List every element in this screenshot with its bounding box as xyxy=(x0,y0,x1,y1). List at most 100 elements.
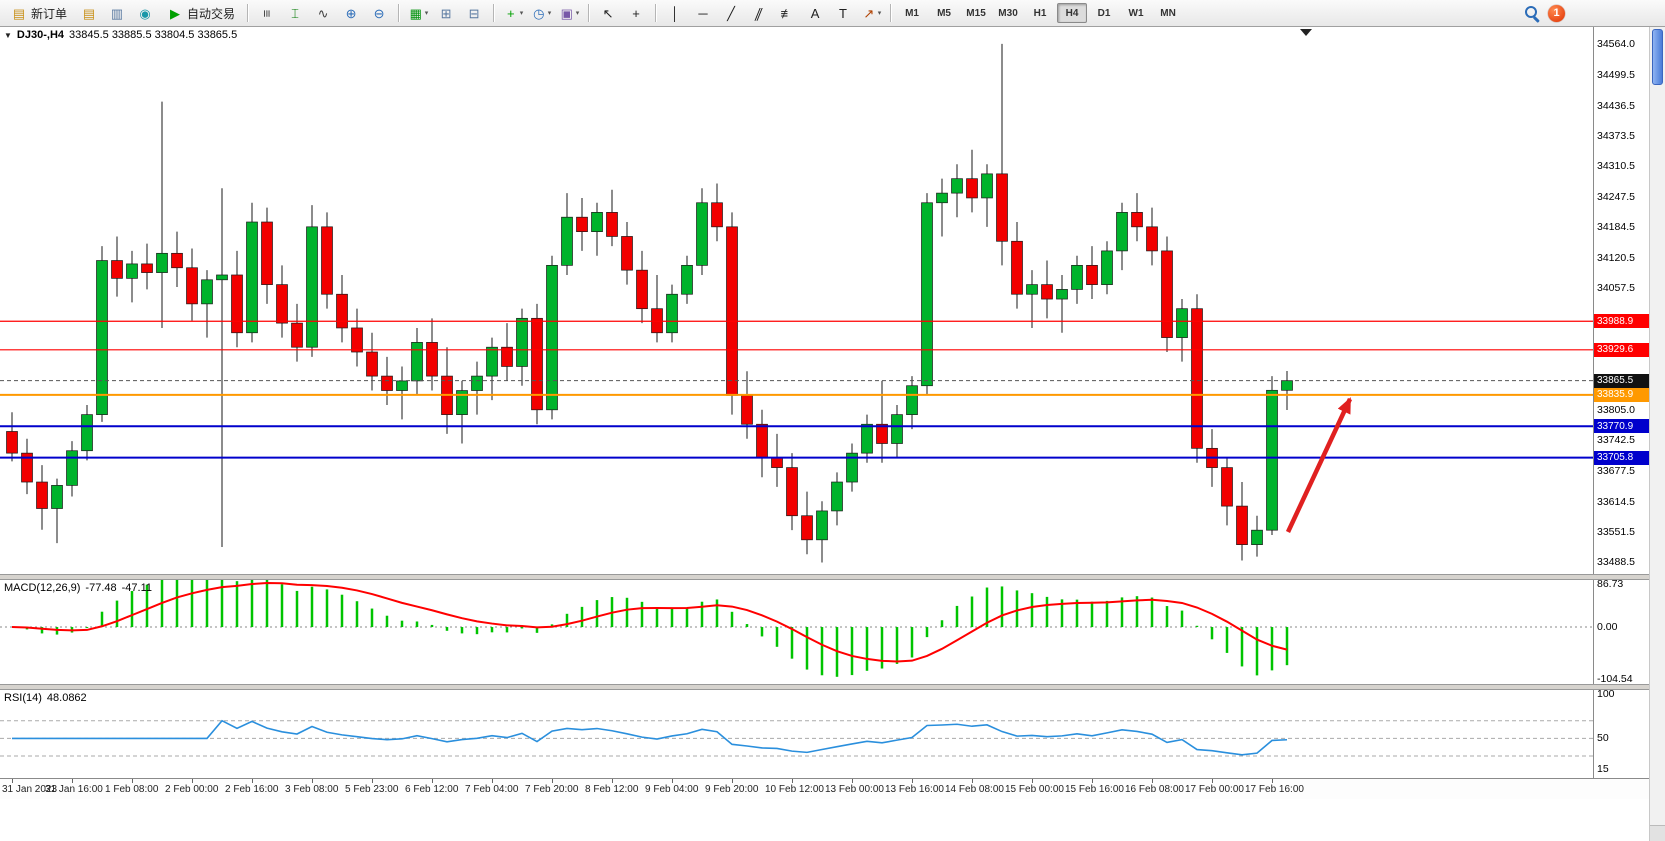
rsi-axis[interactable]: 100 50 15 xyxy=(1593,688,1649,778)
crosshair-button[interactable]: + xyxy=(622,2,650,24)
timeframe-d1-button[interactable]: D1 xyxy=(1097,7,1111,19)
indicators-add-button[interactable]: + ▾ xyxy=(499,2,527,24)
price-tick: 34184.5 xyxy=(1597,221,1635,234)
fibonacci-button[interactable]: ≢ xyxy=(773,2,801,24)
bar-chart-button[interactable]: ≡ xyxy=(253,2,281,24)
toolbar-separator xyxy=(398,4,400,22)
time-tick xyxy=(1152,779,1153,783)
profiles-button[interactable]: ⊞ xyxy=(432,2,460,24)
templates-icon: ▣ xyxy=(560,5,573,21)
price-tick: 34373.5 xyxy=(1597,130,1635,143)
time-axis[interactable]: 31 Jan 2023 31 Jan 16:00 1 Feb 08:00 2 Feb … xyxy=(0,778,1649,799)
line-chart-button[interactable]: ∿ xyxy=(309,2,337,24)
time-tick xyxy=(1272,779,1273,783)
timeframe-m1-button[interactable]: M1 xyxy=(905,7,919,19)
candlestick-chart-icon: ⌶ xyxy=(291,5,299,21)
time-label: 13 Feb 00:00 xyxy=(825,784,884,795)
time-label: 13 Feb 16:00 xyxy=(885,784,944,795)
time-tick xyxy=(12,779,13,783)
time-tick xyxy=(1032,779,1033,783)
timeframe-mn-button[interactable]: MN xyxy=(1160,7,1176,19)
time-label: 5 Feb 23:00 xyxy=(345,784,399,795)
time-label: 3 Feb 08:00 xyxy=(285,784,339,795)
rsi-pane: RSI(14) 48.0862 100 50 15 xyxy=(0,688,1649,778)
vertical-scrollbar[interactable] xyxy=(1649,27,1665,841)
text-label-button[interactable]: T xyxy=(829,2,857,24)
search-icon[interactable] xyxy=(1523,4,1541,23)
time-label: 17 Feb 16:00 xyxy=(1245,784,1304,795)
macd-axis[interactable]: 86.73 0.00 -104.54 xyxy=(1593,578,1649,685)
time-label: 17 Feb 00:00 xyxy=(1185,784,1244,795)
pane-splitter[interactable] xyxy=(0,574,1649,580)
tile-windows-button[interactable]: ⊟ xyxy=(460,2,488,24)
price-tick: 34057.5 xyxy=(1597,282,1635,295)
trendline-button[interactable]: ╱ xyxy=(717,2,745,24)
bar-chart-icon: ≡ xyxy=(259,9,275,17)
data-window-button[interactable]: ▥ xyxy=(103,2,131,24)
time-tick xyxy=(732,779,733,783)
time-label: 16 Feb 08:00 xyxy=(1125,784,1184,795)
price-tick: 33551.5 xyxy=(1597,525,1635,538)
templates-button[interactable]: ▣ ▾ xyxy=(555,2,583,24)
rsi-chart[interactable]: RSI(14) 48.0862 xyxy=(0,690,1593,778)
zoom-in-button[interactable]: ⊕ xyxy=(337,2,365,24)
vertical-line-button[interactable]: │ xyxy=(661,2,689,24)
text-button[interactable]: A xyxy=(801,2,829,24)
time-tick xyxy=(252,779,253,783)
new-order-label: 新订单 xyxy=(31,6,68,21)
chart-type-group: ≡ ⌶ ∿ ⊕ ⊖ xyxy=(253,2,393,24)
horizontal-line-icon: ─ xyxy=(698,5,708,21)
time-label: 15 Feb 00:00 xyxy=(1005,784,1064,795)
time-label: 7 Feb 04:00 xyxy=(465,784,519,795)
equidistant-channel-button[interactable]: ∥ xyxy=(745,2,773,24)
cursor-button[interactable]: ↖ xyxy=(594,2,622,24)
candlestick-chart[interactable]: ▼ DJ30-,H4 33845.5 33885.5 33804.5 33865… xyxy=(0,27,1593,574)
vertical-line-icon: │ xyxy=(670,5,680,21)
time-label: 1 Feb 08:00 xyxy=(105,784,159,795)
market-watch-button[interactable]: ▤ xyxy=(75,2,103,24)
line-chart-icon: ∿ xyxy=(317,5,329,21)
time-label: 8 Feb 12:00 xyxy=(585,784,639,795)
navigator-icon: ◉ xyxy=(139,5,151,21)
price-tick: -104.54 xyxy=(1597,672,1633,685)
time-label: 31 Jan 2023 xyxy=(2,784,58,795)
new-order-button[interactable]: ▤ 新订单 xyxy=(4,2,74,25)
time-tick xyxy=(1092,779,1093,783)
draw-tools-group: │ ─ ╱ ∥ ≢ A T ↗ ▾ xyxy=(661,2,885,24)
scrollbar-thumb[interactable] xyxy=(1652,29,1663,85)
horizontal-line-button[interactable]: ─ xyxy=(689,2,717,24)
timeframe-w1-button[interactable]: W1 xyxy=(1128,7,1144,19)
main-chart-pane: ▼ DJ30-,H4 33845.5 33885.5 33804.5 33865… xyxy=(0,27,1649,574)
bottom-filler xyxy=(0,799,1649,841)
market-watch-icon: ▤ xyxy=(82,5,96,21)
crosshair-icon: + xyxy=(632,5,640,21)
one-click-trading-toggle[interactable]: ▼ xyxy=(4,30,12,40)
time-tick xyxy=(372,779,373,783)
time-tick xyxy=(852,779,853,783)
time-label: 10 Feb 12:00 xyxy=(765,784,824,795)
macd-chart[interactable]: MACD(12,26,9) -77.48 -47.11 xyxy=(0,580,1593,684)
price-tick: 33677.5 xyxy=(1597,465,1635,478)
dropdown-caret-icon: ▾ xyxy=(877,10,882,17)
indicators-add-icon: + xyxy=(506,5,515,21)
toolbar-separator xyxy=(588,4,590,22)
zoom-out-button[interactable]: ⊖ xyxy=(365,2,393,24)
timeframe-m15-button[interactable]: M15 xyxy=(966,7,986,19)
navigator-button[interactable]: ◉ xyxy=(131,2,159,24)
new-chart-button[interactable]: ▦ ▾ xyxy=(404,2,432,24)
tile-windows-icon: ⊟ xyxy=(468,5,480,21)
pane-splitter[interactable] xyxy=(0,684,1649,690)
price-axis[interactable]: 34564.0 34499.5 34436.5 34373.5 34310.5 34247… xyxy=(1593,27,1649,574)
candlestick-chart-button[interactable]: ⌶ xyxy=(281,2,309,24)
notification-badge[interactable]: 1 xyxy=(1548,4,1565,22)
arrows-shapes-button[interactable]: ↗ ▾ xyxy=(857,2,885,24)
timeframe-h1-button[interactable]: H1 xyxy=(1033,7,1047,19)
timeframe-h4-button[interactable]: H4 xyxy=(1057,3,1088,23)
new-chart-icon: ▦ xyxy=(409,5,422,21)
timeframe-m30-button[interactable]: M30 xyxy=(998,7,1018,19)
timeframe-m5-button[interactable]: M5 xyxy=(937,7,951,19)
autotrade-button[interactable]: ▶ 自动交易 xyxy=(160,2,242,25)
data-window-icon: ▥ xyxy=(110,5,124,21)
time-tick xyxy=(312,779,313,783)
periods-clock-button[interactable]: ◷ ▾ xyxy=(527,2,555,24)
